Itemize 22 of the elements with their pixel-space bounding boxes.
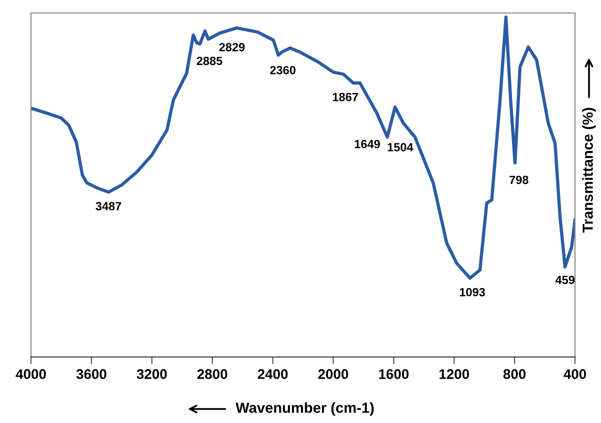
y-axis-title: Transmittance (%) — [582, 108, 596, 233]
x-tick-label: 2400 — [258, 369, 288, 380]
annotation: 459 — [555, 276, 574, 284]
annotation: 1504 — [388, 143, 414, 152]
x-tick-label: 1200 — [440, 369, 469, 380]
x-tick-label: 3600 — [76, 369, 106, 380]
annotation: 1649 — [354, 140, 380, 148]
annotation: 798 — [510, 176, 528, 184]
x-tick-label: 800 — [503, 369, 526, 380]
annotation: 3487 — [96, 202, 122, 210]
x-tick-label: 3200 — [136, 369, 167, 380]
annotation: 1867 — [332, 92, 358, 102]
x-axis-title: Wavenumber (cm-1) — [236, 402, 374, 416]
annotation: 1093 — [460, 288, 485, 296]
annotation: 2360 — [270, 66, 296, 74]
x-tick-label: 4000 — [16, 369, 46, 380]
x-tick-label: 2800 — [197, 369, 228, 380]
annotation: 2829 — [219, 42, 245, 52]
x-tick-label: 1600 — [379, 369, 409, 380]
x-tick-label: 400 — [564, 369, 586, 380]
x-tick-label: 2000 — [318, 369, 348, 380]
annotation: 2885 — [196, 56, 222, 66]
